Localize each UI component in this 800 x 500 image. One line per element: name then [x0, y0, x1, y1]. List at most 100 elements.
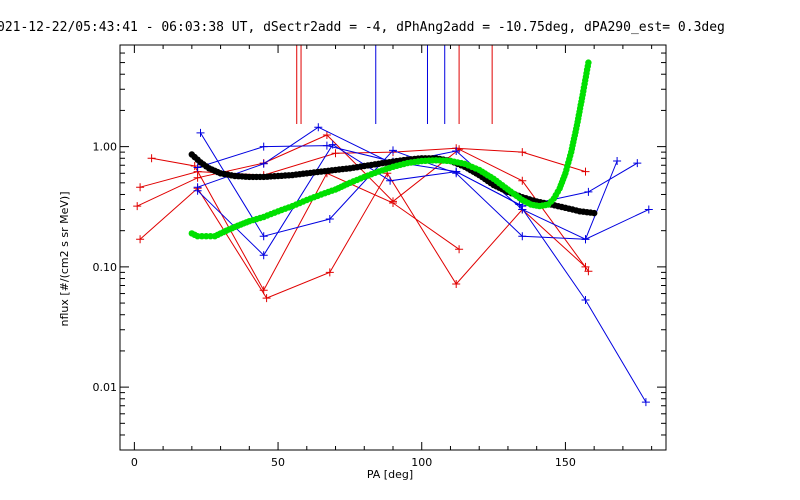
data-point-plus: [581, 235, 590, 244]
curve-dot: [285, 172, 292, 179]
curve-dot: [256, 173, 264, 181]
curve-dot: [501, 184, 509, 191]
curve-dot: [357, 163, 364, 170]
data-point-plus: [518, 176, 527, 185]
curve-dot: [443, 157, 451, 164]
data-point-plus: [193, 173, 202, 182]
data-point-plus: [262, 294, 271, 303]
series-line: [151, 157, 460, 292]
curve-dot: [386, 164, 393, 172]
data-point-plus: [581, 167, 590, 176]
curve-dot: [328, 167, 336, 174]
data-point-plus: [518, 148, 527, 157]
curve-dot: [328, 187, 336, 194]
data-point-plus: [133, 202, 142, 211]
series-line: [197, 126, 618, 240]
curve-dot: [271, 209, 278, 216]
curve-dot: [242, 173, 249, 180]
y-tick-label: 0.10: [93, 261, 118, 274]
data-point-plus: [633, 159, 642, 168]
curve-dot: [533, 202, 540, 209]
curve-dot: [487, 173, 494, 181]
data-point-plus: [325, 215, 334, 223]
curve-dot: [542, 201, 549, 209]
series-line: [200, 132, 650, 240]
x-axis-label: PA [deg]: [367, 468, 413, 481]
curve-dot: [578, 95, 586, 102]
curve-dot: [203, 163, 210, 170]
data-point-plus: [518, 232, 527, 241]
curve-dot: [458, 159, 465, 167]
y-axis-label: nflux [#/(cm2 s sr MeV)]: [58, 192, 71, 327]
curve-dot: [228, 172, 235, 179]
plot-frame: [119, 44, 667, 451]
series-line: [197, 145, 638, 207]
data-point-plus: [644, 205, 653, 214]
curve-dot: [198, 233, 206, 240]
curve-dot: [524, 199, 532, 207]
curve-dot: [573, 125, 580, 132]
data-point-plus: [136, 183, 145, 192]
curve-dot: [314, 168, 321, 176]
data-point-plus: [259, 142, 268, 151]
data-point-plus: [389, 197, 397, 206]
data-point-plus: [581, 296, 590, 304]
curve-dot: [558, 203, 565, 211]
data-point-plus: [259, 159, 268, 168]
x-tick-label: 50: [271, 456, 285, 469]
axes: 0 50 100 150 1.00 0.10 0.01: [93, 44, 667, 469]
data-point-plus: [331, 149, 340, 158]
data-point-plus: [452, 280, 461, 288]
curve-dot: [371, 161, 379, 168]
data-point-plus: [314, 123, 323, 132]
data-point-plus: [136, 235, 145, 244]
data-point-plus: [386, 176, 395, 185]
curve-dot: [547, 198, 555, 205]
series-7: [193, 123, 622, 244]
data-point-plus: [389, 146, 397, 155]
curve-dot: [207, 233, 214, 240]
curve-dot: [220, 228, 227, 236]
curve-dot: [429, 157, 436, 164]
curve-dot: [554, 188, 561, 195]
data-point-plus: [641, 398, 650, 407]
series-line: [139, 147, 586, 188]
curve-dot: [357, 175, 364, 182]
curve-dot: [194, 156, 201, 163]
data-point-plus: [325, 268, 334, 277]
curve-dot: [256, 214, 264, 222]
x-tick-label: 0: [131, 456, 138, 469]
curve-dot: [314, 192, 321, 200]
series-9: [188, 59, 592, 240]
series-line: [197, 143, 647, 403]
curve-dot: [343, 165, 350, 172]
data-point-plus: [259, 232, 268, 241]
curve-dot: [191, 231, 198, 238]
data-point-plus: [455, 245, 464, 254]
series-4: [196, 128, 653, 244]
data-point-plus: [196, 128, 205, 137]
x-tick-label: 150: [555, 456, 576, 469]
curve-dot: [561, 173, 568, 180]
curve-dot: [231, 223, 239, 231]
chart-title: 021-12-22/05:43:41 - 06:03:38 UT, dSectr…: [0, 20, 725, 35]
data-point-plus: [518, 205, 527, 214]
curve-dot: [285, 204, 292, 211]
curve-dot: [584, 62, 591, 70]
curve-dot: [587, 209, 594, 216]
data-point-plus: [584, 187, 593, 196]
data-point-plus: [322, 141, 331, 150]
curve-dot: [300, 198, 307, 205]
series-5: [193, 140, 650, 407]
curve-dot: [472, 165, 479, 172]
data-point-plus: [322, 131, 331, 139]
data-point-plus: [452, 167, 461, 176]
data-point-plus: [613, 157, 622, 165]
curve-dot: [414, 158, 422, 165]
curve-dot: [573, 207, 580, 214]
curve-dot: [243, 219, 250, 226]
curve-dot: [271, 173, 278, 180]
series-line: [139, 172, 586, 299]
curve-dot: [300, 170, 307, 177]
